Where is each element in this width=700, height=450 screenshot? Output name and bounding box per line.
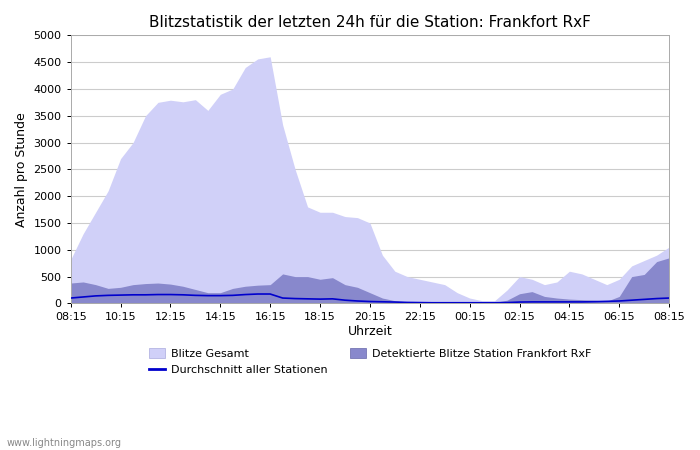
Text: www.lightningmaps.org: www.lightningmaps.org [7,438,122,448]
X-axis label: Uhrzeit: Uhrzeit [347,325,392,338]
Y-axis label: Anzahl pro Stunde: Anzahl pro Stunde [15,112,28,227]
Legend: Blitze Gesamt, Durchschnitt aller Stationen, Detektierte Blitze Station Frankfor: Blitze Gesamt, Durchschnitt aller Statio… [144,344,596,380]
Title: Blitzstatistik der letzten 24h für die Station: Frankfort RxF: Blitzstatistik der letzten 24h für die S… [149,15,591,30]
